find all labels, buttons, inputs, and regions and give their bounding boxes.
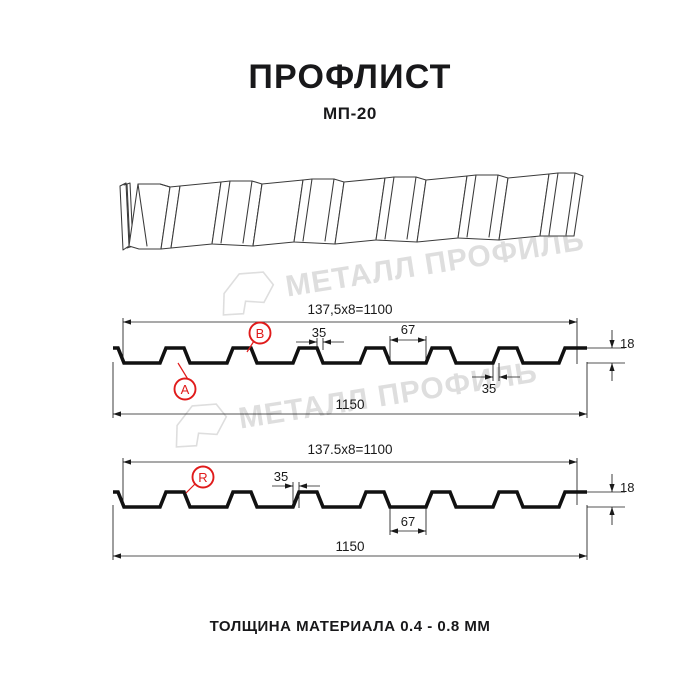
dim-flat-67-r	[389, 507, 427, 535]
dim-useful-width-a	[122, 318, 578, 364]
profile-a-section	[113, 346, 587, 365]
dim-height-18-a	[587, 330, 625, 381]
page-title: ПРОФЛИСТ	[248, 58, 452, 96]
dim-flat-67-a	[389, 336, 427, 362]
dim-crest-35b-a	[472, 363, 520, 381]
dim-flat-67-r-label: 67	[401, 514, 415, 529]
marker-b-label: B	[256, 326, 265, 341]
dim-useful-width-a-label: 137,5x8=1100	[308, 302, 393, 317]
dim-crest-35-r-label: 35	[274, 469, 288, 484]
dim-total-width-a-label: 1150	[335, 397, 364, 412]
watermark-logo-icon	[175, 403, 228, 448]
profile-a-drawing: 137,5x8=1100 1150 35	[112, 302, 634, 418]
marker-b: B	[246, 321, 272, 353]
marker-r: R	[185, 465, 215, 494]
dim-crest-35-a-label: 35	[312, 325, 326, 340]
watermark-logo-icon	[222, 271, 275, 316]
dim-crest-35-a	[296, 338, 344, 350]
dim-useful-width-r-label: 137.5x8=1100	[308, 442, 393, 457]
dim-total-width-r-label: 1150	[335, 539, 364, 554]
isometric-view	[119, 172, 584, 251]
dim-height-18-r	[587, 474, 625, 525]
dim-height-18-r-label: 18	[620, 480, 634, 495]
material-thickness-note: ТОЛЩИНА МАТЕРИАЛА 0.4 - 0.8 ММ	[209, 618, 491, 635]
dim-flat-67-a-label: 67	[401, 322, 415, 337]
marker-a: A	[173, 362, 197, 401]
dim-total-width-r	[112, 505, 588, 560]
dim-total-width-a	[112, 362, 588, 418]
profile-r-section	[113, 490, 587, 509]
dim-crest-35-r	[272, 482, 320, 508]
marker-a-label: A	[181, 382, 190, 397]
dim-height-18-a-label: 18	[620, 336, 634, 351]
marker-r-label: R	[198, 470, 207, 485]
dim-crest-35b-a-label: 35	[482, 381, 496, 396]
profile-r-drawing: 137.5x8=1100 1150 35	[112, 442, 634, 560]
page-subtitle: МП-20	[323, 104, 377, 123]
dim-useful-width-r	[122, 458, 578, 505]
